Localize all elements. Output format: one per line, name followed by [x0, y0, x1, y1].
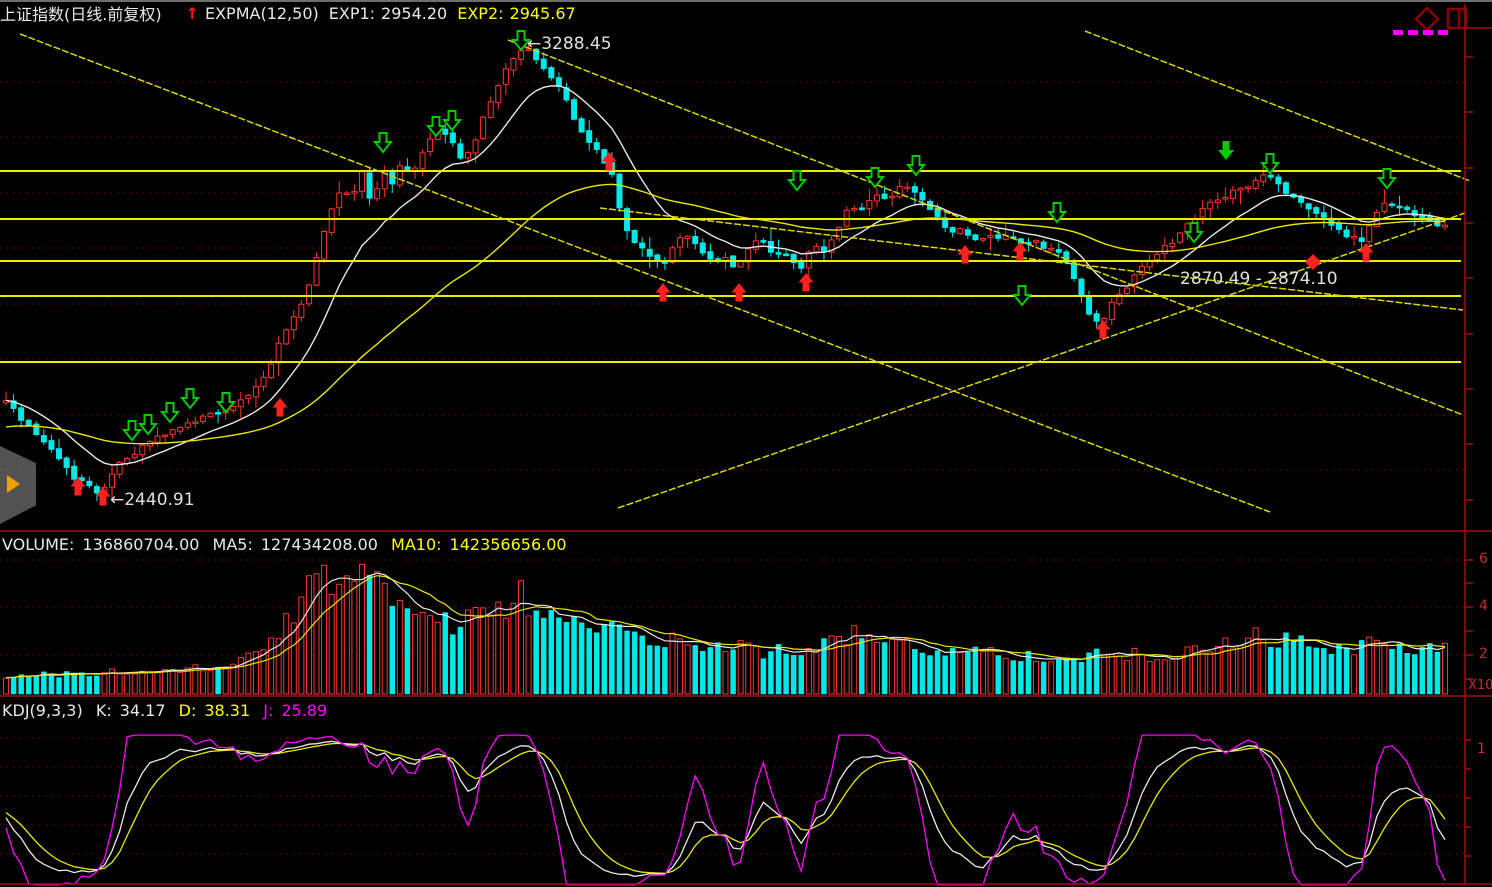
low-price-annotation: ←2440.91: [110, 490, 195, 510]
sell-signal-arrow: [441, 110, 463, 132]
sell-signal-arrow: [786, 170, 808, 192]
volume-unit-label: X10: [1468, 678, 1492, 693]
kdj-k-label: K:: [95, 701, 112, 720]
exp1-label: EXP1:: [328, 3, 376, 23]
buy-signal-arrow: [601, 152, 617, 171]
sell-signal-arrow: [372, 132, 394, 154]
sell-signal-arrow: [1183, 222, 1205, 244]
diamond-marker: [1305, 254, 1321, 270]
sell-signal-arrow: [864, 167, 886, 189]
indicator-name[interactable]: EXPMA(12,50): [204, 3, 319, 23]
sell-signal-arrow: [215, 392, 237, 414]
volume-axis-tick-2: 2: [1479, 646, 1488, 662]
sell-signal-arrow: [159, 402, 181, 424]
volume-header: VOLUME: 136860704.00 MA5: 127434208.00 MA1…: [2, 535, 575, 554]
expma-layer: [5, 85, 1446, 466]
volume-ma5-label: MA5:: [212, 535, 253, 554]
kdj-layer: [5, 734, 1446, 886]
buy-signal-arrow: [272, 398, 288, 417]
kdj-d-label: D:: [178, 701, 197, 720]
signal-marker-layer: [70, 30, 1398, 506]
volume-ma10-label: MA10:: [391, 535, 442, 554]
kdj-d-value: 38.31: [204, 701, 251, 720]
expand-arrow-icon: [7, 475, 20, 493]
exp1-readout: EXP1: 2954.20: [329, 4, 447, 23]
buy-signal-arrow: [1095, 320, 1111, 339]
buy-signal-arrow: [70, 477, 86, 496]
sell-signal-arrow: [179, 388, 201, 410]
magenta-dash: [1438, 30, 1448, 35]
magenta-dash: [1393, 30, 1403, 35]
volume-ma-layer: [5, 572, 1446, 679]
volume-ma10-value: 142356656.00: [449, 535, 567, 554]
candlestick-layer: [3, 41, 1448, 502]
pane-borders: [0, 4, 1492, 885]
sell-signal-arrow: [425, 116, 447, 138]
kdj-axis-tick: 1: [1477, 741, 1486, 757]
buy-signal-arrow: [1012, 242, 1028, 261]
volume-label: VOLUME:: [2, 535, 75, 554]
sell-signal-arrow: [1376, 168, 1398, 190]
volume-axis-tick-6: 6: [1479, 551, 1488, 567]
sell-signal-arrow: [1259, 153, 1281, 175]
kdj-header: KDJ(9,3,3) K: 34.17 D: 38.31 J: 25.89: [2, 701, 335, 720]
up-arrow-icon: ↑: [185, 3, 199, 23]
ellipsis-dashes[interactable]: [1393, 30, 1448, 35]
peak-price-annotation: ←3288.45: [527, 34, 612, 54]
sell-signal-arrow: [1046, 202, 1068, 224]
exp2-label: EXP2:: [457, 3, 504, 23]
indicator-header-bar: 上证指数(日线.前复权) ↑ EXPMA(12,50) EXP1: 2954.20…: [0, 2, 1492, 25]
volume-ma5-value: 127434208.00: [260, 535, 378, 554]
exp2-value: 2945.67: [509, 3, 576, 23]
sell-signal-arrow: [905, 155, 927, 177]
sell-signal-arrow: [1011, 285, 1033, 307]
kdj-k-value: 34.17: [119, 701, 166, 720]
volume-axis-tick-4: 4: [1479, 598, 1488, 614]
volume-value: 136860704.00: [82, 535, 200, 554]
buy-signal-arrow: [95, 487, 111, 506]
range-annotation: 2870.49 - 2874.10: [1180, 269, 1338, 289]
split-window-icon[interactable]: [1446, 6, 1468, 32]
kdj-j-value: 25.89: [281, 701, 328, 720]
trendline-layer: [0, 30, 1471, 513]
sell-signal-arrow: [510, 30, 532, 52]
window-top-edge: [0, 0, 1492, 2]
sell-signal-arrow: [121, 420, 143, 442]
sell-signal-arrow: [137, 414, 159, 436]
buy-signal-arrow: [1358, 243, 1374, 262]
buy-signal-arrow: [731, 283, 747, 302]
buy-signal-arrow: [798, 273, 814, 292]
page-title: 上证指数(日线.前复权): [0, 5, 162, 24]
sell-signal-arrow-solid: [1218, 141, 1234, 160]
kdj-j-label: J:: [263, 701, 274, 720]
exp1-value: 2954.20: [381, 3, 448, 23]
magenta-dash: [1423, 30, 1433, 35]
buy-signal-arrow: [655, 283, 671, 302]
kdj-label[interactable]: KDJ(9,3,3): [2, 701, 83, 720]
magenta-dash: [1408, 30, 1418, 35]
buy-signal-arrow: [957, 245, 973, 264]
exp2-readout: EXP2: 2945.67: [457, 4, 575, 23]
volume-bars-layer: [3, 563, 1448, 695]
